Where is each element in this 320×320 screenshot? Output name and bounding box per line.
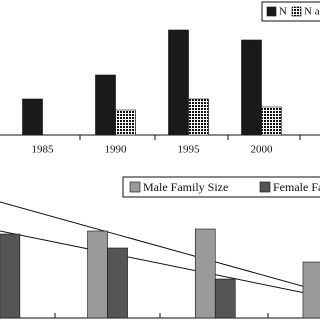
x-tick-label: 1985: [32, 144, 55, 156]
bar: [188, 98, 209, 136]
legend-box: [261, 1, 320, 22]
bar: [241, 39, 262, 136]
legend-label: N a: [304, 6, 320, 18]
bar: [22, 98, 43, 136]
legend-label: N: [279, 6, 287, 18]
bar: [0, 233, 21, 319]
x-tick-label: 1995: [178, 144, 201, 156]
legend-swatch: [129, 181, 141, 193]
x-tick-label: 1990: [105, 144, 128, 156]
bar: [87, 230, 108, 319]
bar: [95, 74, 116, 136]
bar: [107, 247, 128, 319]
legend-box: [122, 176, 320, 198]
trend-line: [0, 230, 320, 297]
x-tick-label: 2000: [251, 144, 274, 156]
bar: [194, 228, 216, 319]
trend-line: [0, 201, 320, 292]
bar: [214, 278, 236, 319]
bar: [302, 261, 320, 319]
bar: [168, 29, 189, 136]
axis-ticks: [54, 313, 269, 318]
legend-label: Male Family Size: [143, 180, 228, 194]
legend-swatch: [291, 6, 302, 17]
legend-label: Female Fa: [273, 180, 320, 194]
axis-ticks: [79, 135, 301, 140]
legend-swatch: [266, 6, 277, 17]
bar: [115, 109, 136, 136]
bar: [261, 106, 282, 136]
legend-swatch: [259, 181, 271, 193]
